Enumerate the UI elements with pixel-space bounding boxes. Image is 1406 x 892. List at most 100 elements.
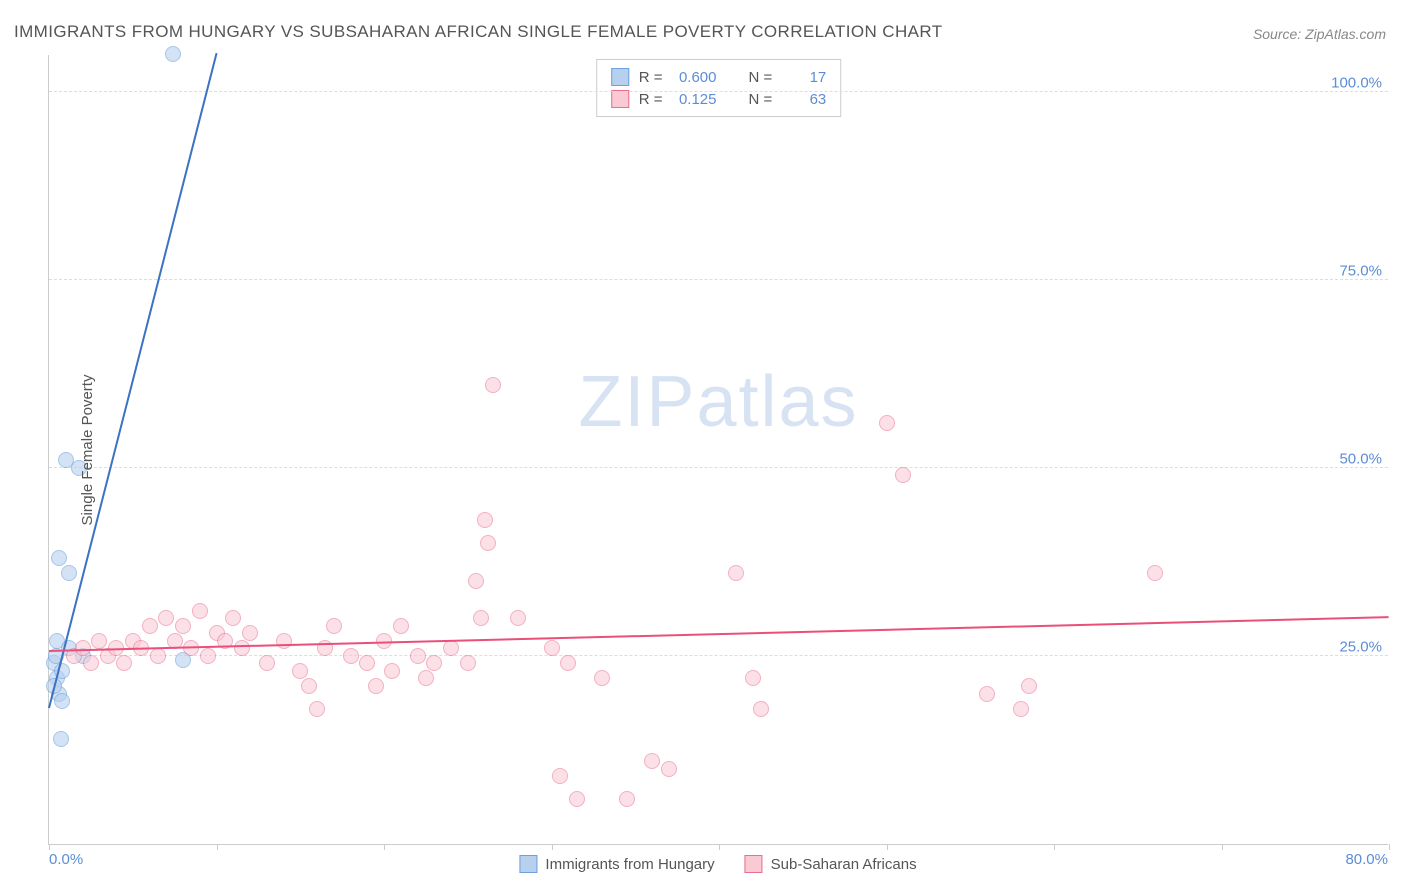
legend-label: Sub-Saharan Africans — [771, 856, 917, 873]
data-point-subsaharan — [468, 573, 484, 589]
legend-label: Immigrants from Hungary — [545, 856, 714, 873]
gridline — [49, 467, 1388, 468]
data-point-subsaharan — [544, 640, 560, 656]
n-label: N = — [749, 69, 773, 86]
x-tick — [1054, 844, 1055, 850]
data-point-subsaharan — [91, 633, 107, 649]
y-tick-label: 25.0% — [1339, 638, 1382, 655]
data-point-subsaharan — [485, 377, 501, 393]
data-point-subsaharan — [359, 655, 375, 671]
data-point-subsaharan — [661, 761, 677, 777]
data-point-subsaharan — [150, 648, 166, 664]
n-label: N = — [749, 91, 773, 108]
data-point-subsaharan — [1021, 678, 1037, 694]
data-point-subsaharan — [259, 655, 275, 671]
data-point-subsaharan — [142, 618, 158, 634]
x-tick — [552, 844, 553, 850]
x-tick — [1222, 844, 1223, 850]
gridline — [49, 655, 1388, 656]
stats-row-hungary: R = 0.600 N = 17 — [611, 66, 827, 88]
source-credit: Source: ZipAtlas.com — [1253, 26, 1386, 42]
scatter-chart: ZIPatlas R = 0.600 N = 17 R = 0.125 N = 63 25.0… — [48, 55, 1388, 845]
stats-legend: R = 0.600 N = 17 R = 0.125 N = 63 — [596, 59, 842, 117]
data-point-subsaharan — [384, 663, 400, 679]
data-point-subsaharan — [200, 648, 216, 664]
data-point-subsaharan — [443, 640, 459, 656]
data-point-subsaharan — [393, 618, 409, 634]
watermark-brand-b: atlas — [696, 362, 858, 442]
swatch-hungary — [611, 68, 629, 86]
x-tick-label-right: 80.0% — [1345, 851, 1388, 868]
data-point-subsaharan — [552, 768, 568, 784]
n-value: 63 — [782, 91, 826, 108]
x-tick — [719, 844, 720, 850]
r-value: 0.125 — [673, 91, 717, 108]
chart-title: IMMIGRANTS FROM HUNGARY VS SUBSAHARAN AF… — [14, 22, 943, 42]
legend-item-hungary: Immigrants from Hungary — [519, 855, 714, 873]
data-point-subsaharan — [510, 610, 526, 626]
data-point-subsaharan — [116, 655, 132, 671]
r-value: 0.600 — [673, 69, 717, 86]
data-point-subsaharan — [309, 701, 325, 717]
data-point-subsaharan — [343, 648, 359, 664]
data-point-subsaharan — [1147, 565, 1163, 581]
watermark: ZIPatlas — [578, 361, 858, 443]
data-point-subsaharan — [560, 655, 576, 671]
data-point-subsaharan — [745, 670, 761, 686]
data-point-hungary — [61, 565, 77, 581]
data-point-subsaharan — [276, 633, 292, 649]
watermark-brand-a: ZIP — [578, 362, 696, 442]
data-point-subsaharan — [895, 467, 911, 483]
n-value: 17 — [782, 69, 826, 86]
gridline — [49, 91, 1388, 92]
data-point-subsaharan — [242, 625, 258, 641]
data-point-subsaharan — [292, 663, 308, 679]
x-tick — [217, 844, 218, 850]
r-label: R = — [639, 69, 663, 86]
data-point-subsaharan — [175, 618, 191, 634]
x-tick-label-left: 0.0% — [49, 851, 83, 868]
y-tick-label: 100.0% — [1331, 74, 1382, 91]
gridline — [49, 279, 1388, 280]
data-point-hungary — [51, 550, 67, 566]
data-point-subsaharan — [83, 655, 99, 671]
y-tick-label: 50.0% — [1339, 450, 1382, 467]
data-point-subsaharan — [569, 791, 585, 807]
x-tick — [1389, 844, 1390, 850]
data-point-subsaharan — [234, 640, 250, 656]
r-label: R = — [639, 91, 663, 108]
swatch-subsaharan — [745, 855, 763, 873]
data-point-subsaharan — [418, 670, 434, 686]
y-axis-label: Single Female Poverty — [79, 375, 96, 526]
data-point-subsaharan — [753, 701, 769, 717]
data-point-subsaharan — [477, 512, 493, 528]
data-point-subsaharan — [368, 678, 384, 694]
data-point-hungary — [53, 731, 69, 747]
data-point-subsaharan — [158, 610, 174, 626]
y-tick-label: 75.0% — [1339, 262, 1382, 279]
legend-item-subsaharan: Sub-Saharan Africans — [745, 855, 917, 873]
data-point-subsaharan — [192, 603, 208, 619]
data-point-subsaharan — [225, 610, 241, 626]
data-point-hungary — [165, 46, 181, 62]
series-legend: Immigrants from Hungary Sub-Saharan Afric… — [519, 855, 916, 873]
data-point-subsaharan — [1013, 701, 1029, 717]
data-point-subsaharan — [473, 610, 489, 626]
data-point-subsaharan — [460, 655, 476, 671]
swatch-subsaharan — [611, 90, 629, 108]
data-point-subsaharan — [644, 753, 660, 769]
x-tick — [49, 844, 50, 850]
data-point-subsaharan — [480, 535, 496, 551]
data-point-subsaharan — [619, 791, 635, 807]
data-point-subsaharan — [728, 565, 744, 581]
plot-area: ZIPatlas R = 0.600 N = 17 R = 0.125 N = 63 25.0… — [48, 55, 1388, 845]
data-point-subsaharan — [426, 655, 442, 671]
data-point-subsaharan — [879, 415, 895, 431]
data-point-subsaharan — [301, 678, 317, 694]
data-point-subsaharan — [979, 686, 995, 702]
x-tick — [384, 844, 385, 850]
x-tick — [887, 844, 888, 850]
data-point-subsaharan — [594, 670, 610, 686]
swatch-hungary — [519, 855, 537, 873]
data-point-subsaharan — [326, 618, 342, 634]
